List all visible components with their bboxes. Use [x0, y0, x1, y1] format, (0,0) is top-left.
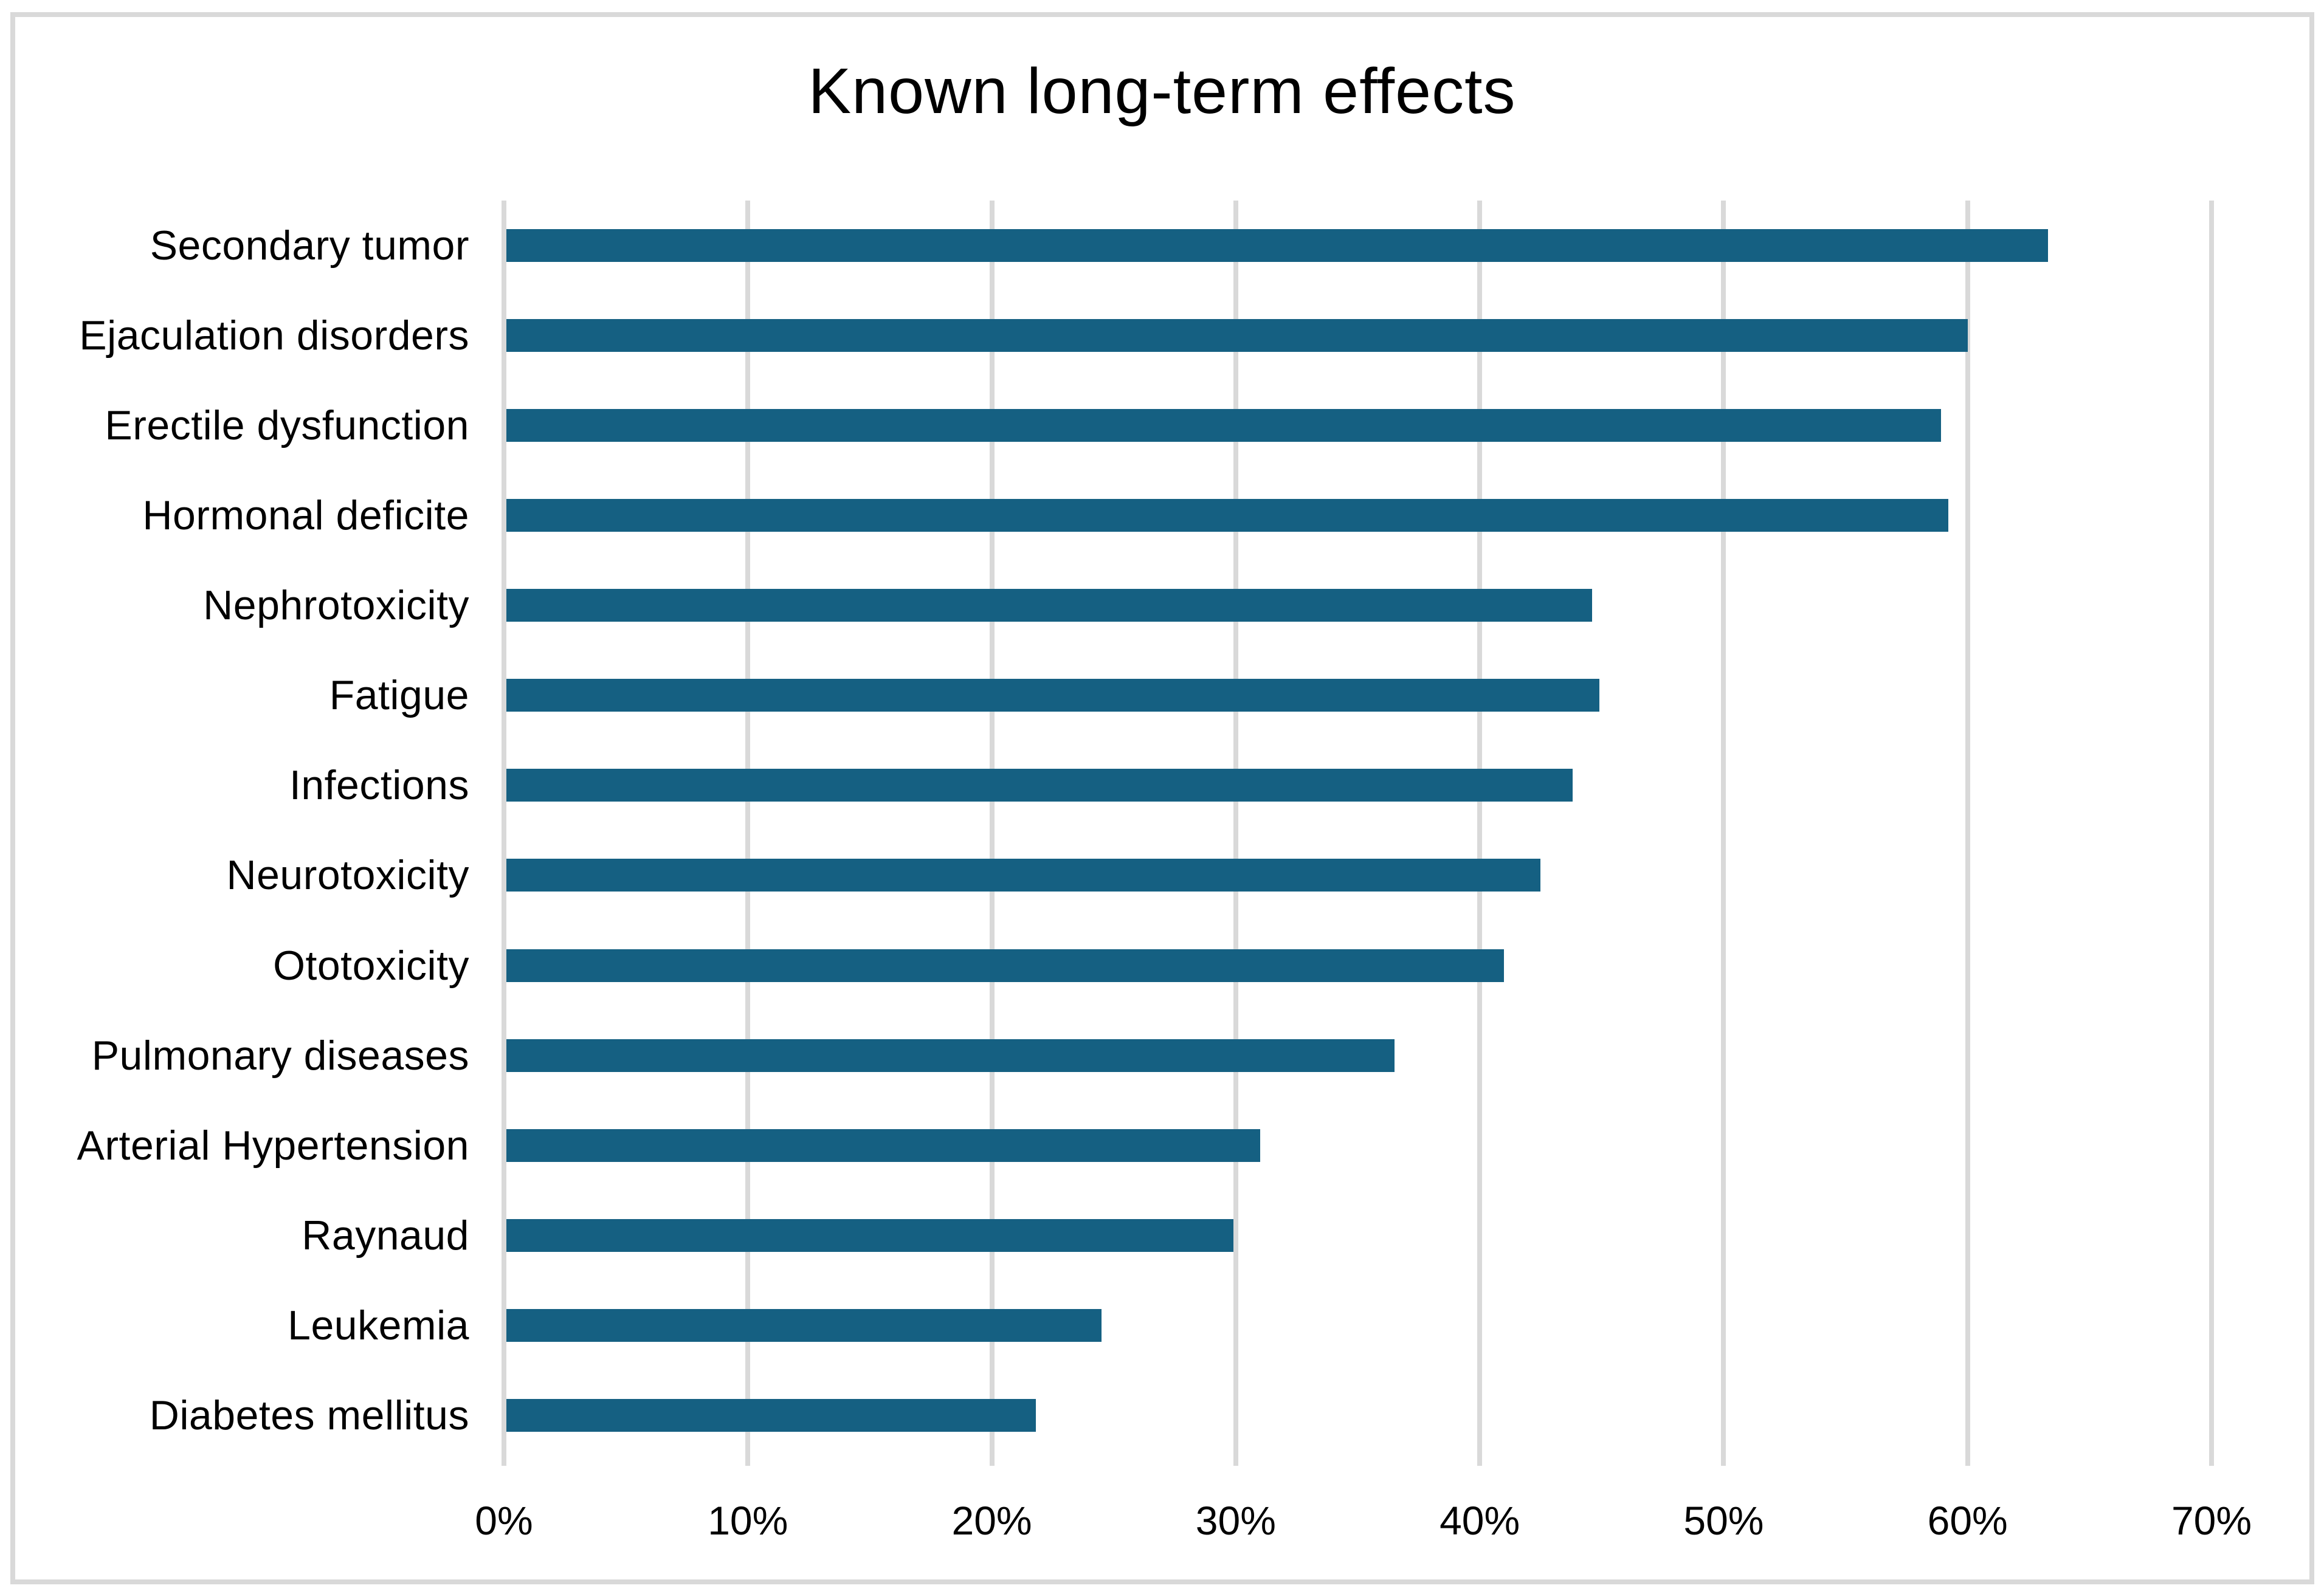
value-tick-label: 0% — [475, 1498, 533, 1543]
category-label: Pulmonary diseases — [91, 1032, 469, 1079]
value-tick-label: 60% — [1927, 1498, 2008, 1543]
bar — [506, 769, 1573, 802]
bar — [506, 229, 2049, 262]
gridline — [1233, 201, 1238, 1466]
bar — [506, 1129, 1260, 1162]
gridline — [989, 201, 995, 1466]
bar — [506, 1398, 1036, 1432]
category-label: Ejaculation disorders — [79, 312, 469, 359]
category-label: Diabetes mellitus — [149, 1392, 469, 1438]
category-label: Erectile dysfunction — [105, 402, 469, 449]
gridline — [1965, 201, 1970, 1466]
gridline — [745, 201, 751, 1466]
chart-title: Known long-term effects — [808, 55, 1516, 127]
gridline — [1721, 201, 1726, 1466]
bar — [506, 1039, 1395, 1072]
bar — [506, 1218, 1233, 1252]
value-tick-label: 20% — [951, 1498, 1032, 1543]
category-label: Nephrotoxicity — [203, 582, 469, 629]
category-label: Ototoxicity — [273, 942, 469, 989]
value-tick-label: 70% — [2171, 1498, 2252, 1543]
bar — [506, 409, 1941, 442]
bar — [506, 949, 1505, 982]
gridline — [2209, 201, 2214, 1466]
value-tick-label: 40% — [1440, 1498, 1520, 1543]
category-label: Raynaud — [302, 1212, 469, 1259]
category-label: Leukemia — [288, 1302, 469, 1349]
gridline — [1477, 201, 1483, 1466]
gridline — [502, 201, 506, 1466]
value-tick-label: 10% — [708, 1498, 788, 1543]
category-label: Infections — [289, 762, 469, 809]
bar — [506, 859, 1541, 892]
bar — [506, 319, 1968, 352]
bar — [506, 589, 1592, 622]
category-label: Hormonal deficite — [142, 492, 469, 539]
bar — [506, 499, 1948, 532]
value-tick-label: 30% — [1195, 1498, 1276, 1543]
category-label: Arterial Hypertension — [77, 1122, 469, 1169]
category-label: Neurotoxicity — [226, 852, 469, 899]
plot-area — [502, 201, 2214, 1466]
bar — [506, 679, 1599, 712]
category-label: Fatigue — [329, 672, 469, 719]
bar — [506, 1308, 1102, 1342]
value-tick-label: 50% — [1683, 1498, 1764, 1543]
category-label: Secondary tumor — [150, 222, 469, 269]
